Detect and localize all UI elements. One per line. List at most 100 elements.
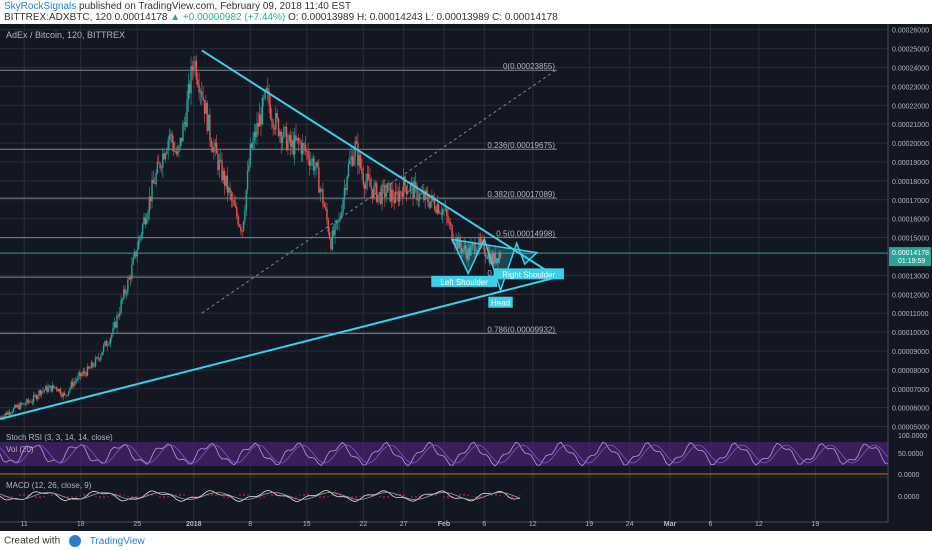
- candle-body: [11, 412, 13, 414]
- candle-body: [396, 191, 398, 193]
- time-tick: 22: [359, 521, 367, 528]
- candle-body: [245, 190, 247, 211]
- candle-body: [209, 114, 211, 140]
- hs-label: Left Shoulder: [440, 278, 488, 287]
- candle-body: [332, 230, 335, 236]
- candle-body: [448, 222, 451, 224]
- tradingview-logo-icon: [68, 535, 81, 547]
- candle-body: [303, 143, 305, 146]
- price-tick: 0.00013000: [892, 273, 929, 280]
- candle-body: [42, 390, 44, 392]
- candle-body: [253, 131, 255, 140]
- candle-body: [236, 207, 238, 217]
- candle-body: [164, 153, 167, 160]
- candle-body: [254, 131, 257, 137]
- candle-body: [143, 217, 145, 225]
- tradingview-link[interactable]: TradingView: [89, 535, 145, 547]
- candle-body: [353, 156, 355, 166]
- candle-body: [331, 230, 334, 250]
- candlestick-series: [0, 54, 888, 421]
- candle-body: [415, 181, 417, 186]
- candle-body: [96, 357, 98, 359]
- stoch-rsi-label: Stoch RSI (3, 3, 14, 14, close): [6, 433, 113, 442]
- candle-body: [257, 122, 260, 127]
- candle-body: [167, 139, 169, 151]
- candle-body: [26, 399, 28, 404]
- price-tick: 0.00006000: [892, 406, 929, 413]
- candle-body: [240, 226, 242, 231]
- chart-canvas[interactable]: 0(0.00023855) 0.236(0.00019675) 0.382(0.00…: [0, 24, 932, 531]
- candle-body: [92, 362, 94, 367]
- candle-body: [201, 91, 203, 97]
- candle-body: [4, 412, 7, 416]
- price-tick: 0.00005000: [892, 425, 929, 432]
- candle-body: [444, 208, 447, 210]
- candle-body: [54, 387, 56, 389]
- candle-body: [263, 98, 265, 99]
- price-tick: 0.00008000: [892, 368, 929, 375]
- candle-body: [186, 100, 188, 127]
- candle-body: [18, 405, 20, 410]
- author-link[interactable]: SkyRockSignals: [4, 1, 77, 12]
- candle-body: [394, 191, 397, 203]
- candle-body: [187, 83, 190, 101]
- trendlines[interactable]: [0, 49, 558, 420]
- price-tick: 0.00024000: [892, 65, 929, 72]
- hs-label: Head: [491, 299, 510, 308]
- candle-body: [296, 137, 299, 141]
- hs-label-bg: [431, 275, 498, 287]
- price-tick: 0.00025000: [892, 47, 929, 54]
- candle-body: [485, 253, 487, 258]
- candle-body: [287, 140, 289, 151]
- time-axis[interactable]: 11 18 25 2018 8 15 22 27 Feb 6 12 19 24 Mar 6 12 19: [0, 521, 888, 528]
- candle-body: [215, 142, 218, 154]
- candle-body: [171, 133, 173, 143]
- candle-body: [223, 170, 226, 186]
- candle-body: [447, 215, 449, 224]
- candle-body: [77, 375, 79, 381]
- candle-body: [41, 390, 43, 395]
- created-with-text: Created with: [4, 535, 61, 547]
- candle-body: [214, 142, 216, 147]
- candle-body: [276, 112, 278, 119]
- candle-body: [178, 145, 180, 153]
- candle-body: [380, 192, 382, 204]
- candle-body: [284, 127, 286, 128]
- price-axis[interactable]: 0.00026000 0.00025000 0.00024000 0.00023000…: [887, 24, 932, 531]
- candle-body: [0, 417, 3, 418]
- candle-body: [330, 238, 332, 250]
- candle-body: [59, 389, 62, 395]
- volume-label: Vol (20): [6, 445, 34, 454]
- candle-body: [195, 60, 198, 80]
- candle-body: [133, 251, 136, 258]
- candle-body: [355, 141, 358, 144]
- candle-body: [151, 179, 153, 202]
- price-tick: 0.00017000: [892, 198, 929, 205]
- time-tick: 8: [248, 521, 252, 528]
- candle-body: [175, 150, 177, 155]
- candle-body: [242, 221, 245, 231]
- macd-line: [0, 490, 521, 502]
- candle-body: [147, 212, 149, 220]
- candle-body: [341, 212, 343, 217]
- candle-body: [105, 341, 107, 347]
- candle-body: [58, 389, 60, 392]
- candle-body: [289, 135, 292, 147]
- candle-body: [237, 216, 239, 226]
- candle-body: [307, 151, 309, 160]
- price-tick: 0.00016000: [892, 217, 929, 224]
- candle-body: [365, 181, 367, 189]
- candle-body: [139, 236, 141, 240]
- candle-body: [49, 385, 51, 388]
- candle-body: [123, 289, 125, 299]
- candle-body: [24, 403, 27, 405]
- candle-body: [264, 89, 266, 99]
- hs-pattern-shape: [450, 237, 539, 293]
- head-and-shoulders-pattern[interactable]: Left Shoulder Head Right Shoulder: [431, 237, 564, 308]
- candle-body: [318, 167, 320, 193]
- hs-label-bg: [493, 268, 564, 280]
- candle-body: [319, 189, 321, 193]
- candle-body: [271, 118, 273, 122]
- candle-body: [179, 137, 181, 146]
- candle-body: [199, 91, 202, 93]
